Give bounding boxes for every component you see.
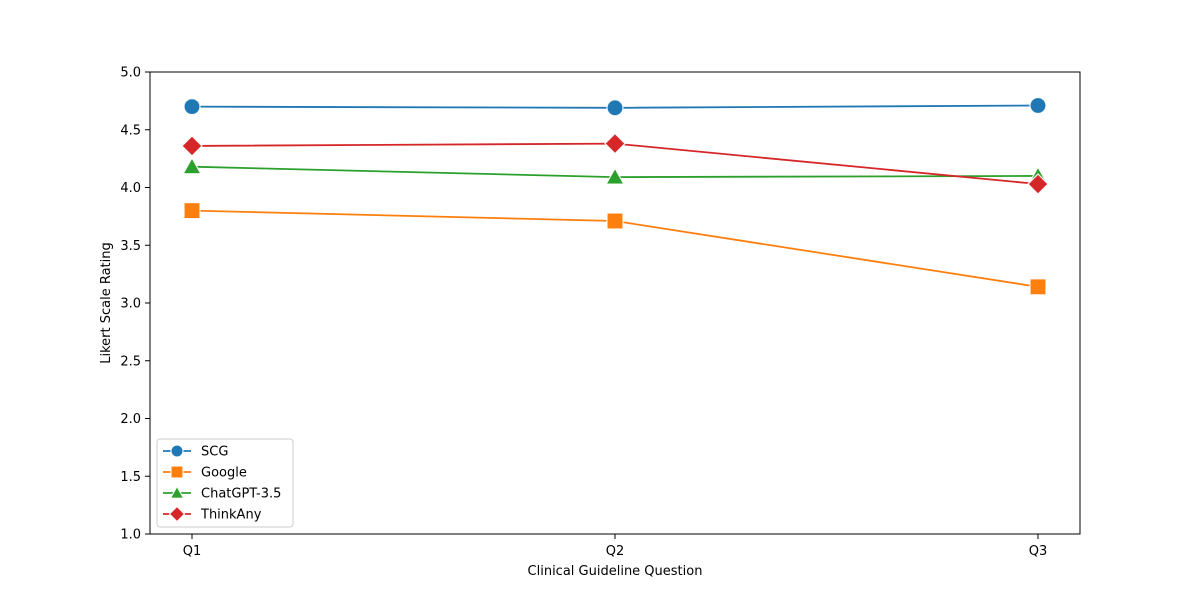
legend: SCG Google ChatGPT-3.5 ThinkAny — [156, 438, 294, 528]
legend-item-google: Google — [163, 465, 247, 481]
series-chatgpt-3-5 — [182, 156, 1048, 185]
legend-marker — [170, 465, 184, 479]
x-tick-label: Q2 — [606, 544, 625, 559]
data-point-google — [606, 212, 624, 230]
legend-frame — [156, 438, 294, 528]
legend-marker — [169, 485, 185, 499]
y-tick-label: 4.0 — [120, 181, 141, 196]
legend-item-scg: SCG — [163, 444, 228, 460]
x-tick-label: Q1 — [183, 544, 202, 559]
legend-label: ChatGPT-3.5 — [201, 487, 281, 502]
data-point-scg — [183, 98, 201, 116]
y-tick-label: 5.0 — [120, 66, 141, 81]
series-thinkany — [181, 132, 1049, 195]
y-tick-label: 1.5 — [120, 470, 141, 485]
legend-label: ThinkAny — [200, 508, 262, 523]
data-point-google — [1029, 278, 1047, 296]
x-axis-label: Clinical Guideline Question — [528, 564, 703, 579]
x-tick-label: Q3 — [1029, 544, 1048, 559]
plot-area — [181, 96, 1049, 296]
legend-label: SCG — [201, 445, 228, 460]
data-point-chatgpt-3-5 — [182, 156, 202, 175]
data-point-google — [183, 202, 201, 220]
legend-item-thinkany: ThinkAny — [163, 505, 262, 523]
y-tick-label: 2.0 — [120, 412, 141, 427]
y-tick-label: 3.0 — [120, 297, 141, 312]
legend-item-chatgpt-3-5: ChatGPT-3.5 — [163, 485, 281, 502]
legend-marker — [170, 444, 184, 458]
series-google — [183, 202, 1047, 296]
legend-label: Google — [201, 466, 247, 481]
data-point-thinkany — [604, 132, 626, 155]
data-point-thinkany — [181, 135, 203, 157]
data-point-chatgpt-3-5 — [605, 167, 625, 185]
data-point-scg — [606, 99, 624, 117]
y-tick-label: 1.0 — [120, 528, 141, 543]
legend-marker — [168, 505, 186, 523]
data-point-thinkany — [1027, 173, 1049, 195]
y-tick-label: 4.5 — [120, 123, 141, 138]
data-point-scg — [1029, 96, 1047, 115]
y-axis-label: Likert Scale Rating — [99, 242, 114, 364]
y-tick-label: 3.5 — [120, 239, 141, 254]
series-scg — [183, 96, 1047, 117]
y-tick-label: 2.5 — [120, 354, 141, 369]
axes: 1.0 1.5 2.0 2.5 3.0 3.5 4.0 4.5 5.0 Q1 Q2 Q3 — [120, 66, 1081, 559]
